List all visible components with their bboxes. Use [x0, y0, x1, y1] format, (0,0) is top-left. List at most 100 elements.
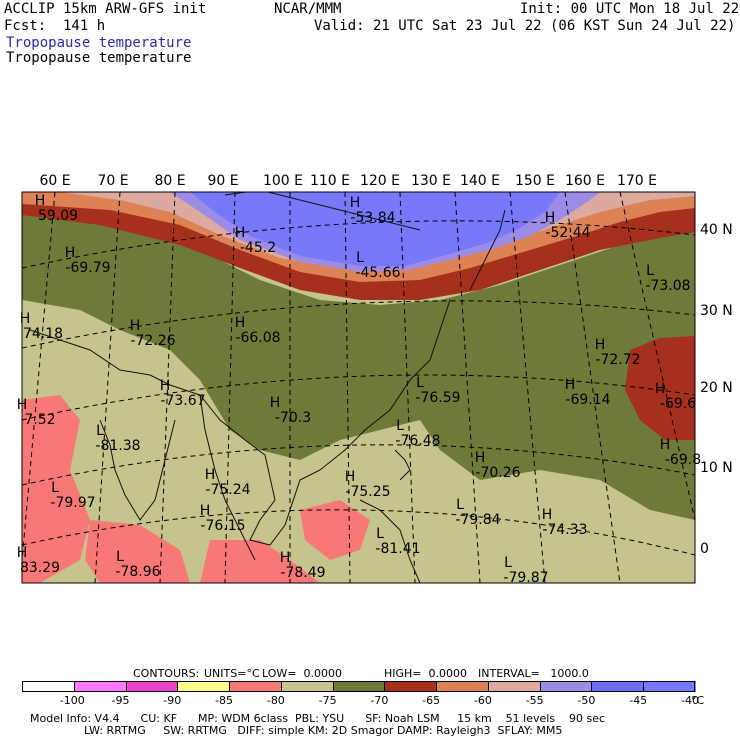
- longitude-label: 130 E: [411, 173, 451, 189]
- colorbar-swatch: [125, 681, 179, 692]
- extremum-symbol: H: [160, 378, 171, 394]
- physics-info-line: LW: RRTMG SW: RRTMG DIFF: simple KM: 2D …: [84, 724, 563, 737]
- extremum-symbol: L: [416, 375, 424, 391]
- extremum-value: -70.26: [475, 465, 520, 481]
- extremum-symbol: H: [270, 395, 281, 411]
- extremum-symbol: H: [542, 507, 553, 523]
- extremum-symbol: H: [20, 311, 31, 327]
- extremum-symbol: H: [17, 397, 28, 413]
- extremum-symbol: H: [655, 381, 666, 397]
- latitude-label: 20 N: [700, 380, 733, 396]
- extremum-value: -79.84: [455, 512, 500, 528]
- colorbar-swatch: [280, 681, 334, 692]
- extremum-symbol: L: [51, 480, 59, 496]
- colorbar-swatch: [539, 681, 593, 692]
- extremum-symbol: H: [65, 245, 76, 261]
- color-fill-layer: [22, 192, 695, 583]
- contours-label: CONTOURS:: [133, 667, 200, 680]
- extremum-value: -76.48: [395, 433, 440, 449]
- contours-high: HIGH= 0.0000: [384, 667, 468, 680]
- extremum-value: -79.87: [503, 570, 548, 586]
- contours-units: UNITS=°C: [204, 667, 260, 680]
- extremum-symbol: H: [660, 437, 671, 453]
- latitude-label: 40 N: [700, 222, 733, 238]
- colorbar-swatch: [332, 681, 386, 692]
- extremum-value: 59.09: [38, 208, 78, 224]
- extremum-value: 83.29: [20, 560, 60, 576]
- contours-interval: INTERVAL= 1000.0: [478, 667, 589, 680]
- latitude-label: 30 N: [700, 303, 733, 319]
- extremum-value: -75.25: [345, 484, 390, 500]
- colorbar-swatch: [384, 681, 438, 692]
- longitude-label: 160 E: [565, 173, 605, 189]
- longitude-label: 110 E: [310, 173, 350, 189]
- extremum-symbol: H: [235, 315, 246, 331]
- longitude-label: 60 E: [39, 173, 70, 189]
- coastlines: [29, 192, 506, 583]
- longitude-label: 90 E: [207, 173, 238, 189]
- extremum-symbol: L: [376, 526, 384, 542]
- extremum-value: -75.24: [205, 482, 250, 498]
- extremum-symbol: H: [565, 377, 576, 393]
- longitude-label: 70 E: [97, 173, 128, 189]
- extremum-symbol: L: [646, 263, 654, 279]
- extremum-symbol: H: [345, 469, 356, 485]
- extremum-value: -72.72: [595, 352, 640, 368]
- extremum-value: -79.97: [50, 495, 95, 511]
- longitude-labels: 60 E 70 E 80 E 90 E 100 E 110 E 120 E 130 E 140 …: [39, 173, 657, 189]
- colorbar-unit: °C: [691, 694, 705, 707]
- extremum-symbol: H: [130, 318, 141, 334]
- colorbar-tick-label: -40: [681, 694, 699, 707]
- colorbar-tick-label: -55: [525, 694, 544, 707]
- longitude-label: 150 E: [515, 173, 555, 189]
- colorbar-swatch: [643, 681, 696, 692]
- longitude-label: 80 E: [154, 173, 185, 189]
- extremum-symbol: H: [595, 337, 606, 353]
- contours-low: LOW= 0.0000: [262, 667, 342, 680]
- extremum-value: -69.8: [665, 452, 701, 468]
- longitude-label: 120 E: [360, 173, 400, 189]
- longitude-label: 170 E: [617, 173, 657, 189]
- extremum-value: -45.2: [240, 240, 276, 256]
- colorbar-tick-label: -70: [370, 694, 389, 707]
- extremum-value: -74.33: [542, 522, 587, 538]
- extremum-symbol: H: [200, 503, 211, 519]
- field-title-primary: Tropopause temperature: [6, 35, 192, 51]
- extremum-symbol: H: [350, 195, 361, 211]
- high-low-labels: H59.09H-53.84 H-52.44H-45.2H-69.79L-45.66…: [17, 193, 701, 586]
- extremum-symbol: H: [235, 225, 246, 241]
- extremum-value: -73.67: [160, 393, 205, 409]
- colorbar-tick-label: -95: [111, 694, 130, 707]
- extremum-symbol: L: [96, 423, 104, 439]
- latitude-label: 0: [700, 541, 709, 557]
- colorbar-swatch: [22, 681, 75, 692]
- longitude-label: 140 E: [460, 173, 500, 189]
- colorbar-tick-label: -50: [577, 694, 596, 707]
- longitude-label: 100 E: [263, 173, 303, 189]
- extremum-value: -73.08: [645, 278, 690, 294]
- extremum-symbol: H: [35, 193, 46, 209]
- extremum-value: -69.14: [565, 392, 610, 408]
- extremum-symbol: L: [356, 250, 364, 266]
- extremum-value: -78.96: [115, 564, 160, 580]
- extremum-value: -52.44: [545, 225, 590, 241]
- extremum-symbol: L: [116, 549, 124, 565]
- extremum-symbol: H: [280, 550, 291, 566]
- forecast-hour: Fcst: 141 h: [4, 18, 106, 34]
- colorbar-tick-label: -65: [422, 694, 441, 707]
- extremum-value: -70.3: [275, 410, 311, 426]
- extremum-symbol: H: [545, 210, 556, 226]
- extremum-value: -45.66: [355, 265, 400, 281]
- model-title: ACCLIP 15km ARW-GFS init: [4, 1, 207, 17]
- extremum-value: 74.18: [23, 326, 63, 342]
- extremum-value: -66.08: [235, 330, 280, 346]
- colorbar-tick-label: -90: [163, 694, 182, 707]
- model-info-line: Model Info: V4.4 CU: KF MP: WDM 6class P…: [30, 712, 606, 725]
- extremum-value: -76.59: [415, 390, 460, 406]
- colorbar-tick-label: -60: [473, 694, 492, 707]
- colorbar-swatch: [487, 681, 541, 692]
- extremum-symbol: H: [205, 467, 216, 483]
- colorbar-tick-label: -45: [629, 694, 648, 707]
- graticule: [22, 192, 695, 583]
